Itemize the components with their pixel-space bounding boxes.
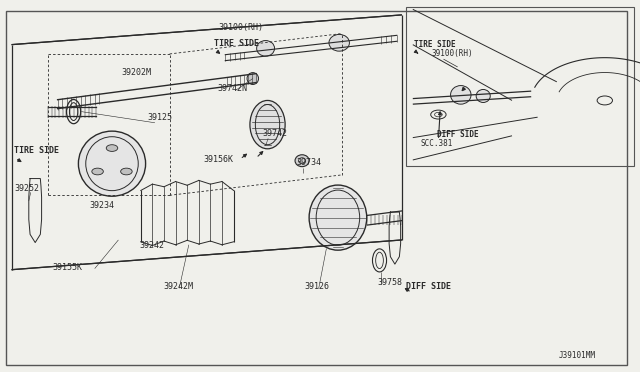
Text: 39742: 39742 — [262, 129, 287, 138]
Text: 39234: 39234 — [90, 201, 115, 210]
Bar — [406, 7, 634, 166]
Ellipse shape — [309, 185, 367, 250]
Text: 39242M: 39242M — [163, 282, 193, 291]
Text: TIRE SIDE: TIRE SIDE — [414, 40, 456, 49]
Ellipse shape — [451, 86, 471, 104]
Text: 39202M: 39202M — [122, 68, 152, 77]
Text: 39242: 39242 — [140, 241, 164, 250]
Circle shape — [121, 168, 132, 175]
Text: 39156K: 39156K — [204, 155, 234, 164]
Text: TIRE SIDE: TIRE SIDE — [14, 147, 59, 155]
Ellipse shape — [257, 41, 275, 56]
Ellipse shape — [329, 35, 349, 51]
Text: 39126: 39126 — [304, 282, 329, 291]
Text: 39734: 39734 — [296, 158, 321, 167]
Text: 39100(RH): 39100(RH) — [432, 49, 474, 58]
Circle shape — [106, 145, 118, 151]
Text: 39252: 39252 — [14, 185, 39, 193]
Text: 39155K: 39155K — [52, 263, 83, 272]
Text: SCC.381: SCC.381 — [420, 139, 453, 148]
Circle shape — [92, 168, 103, 175]
Text: 39742N: 39742N — [218, 84, 248, 93]
Text: DIFF SIDE: DIFF SIDE — [406, 282, 451, 291]
Ellipse shape — [250, 100, 285, 149]
Text: 39125: 39125 — [147, 113, 172, 122]
Text: TIRE SIDE: TIRE SIDE — [214, 39, 259, 48]
Text: 39100(RH): 39100(RH) — [219, 23, 264, 32]
Ellipse shape — [295, 155, 309, 167]
Text: 39758: 39758 — [378, 278, 403, 287]
Text: J39101MM: J39101MM — [558, 351, 595, 360]
Ellipse shape — [79, 131, 146, 196]
Ellipse shape — [476, 90, 490, 103]
Ellipse shape — [247, 73, 259, 84]
Text: DIFF SIDE: DIFF SIDE — [437, 130, 479, 139]
